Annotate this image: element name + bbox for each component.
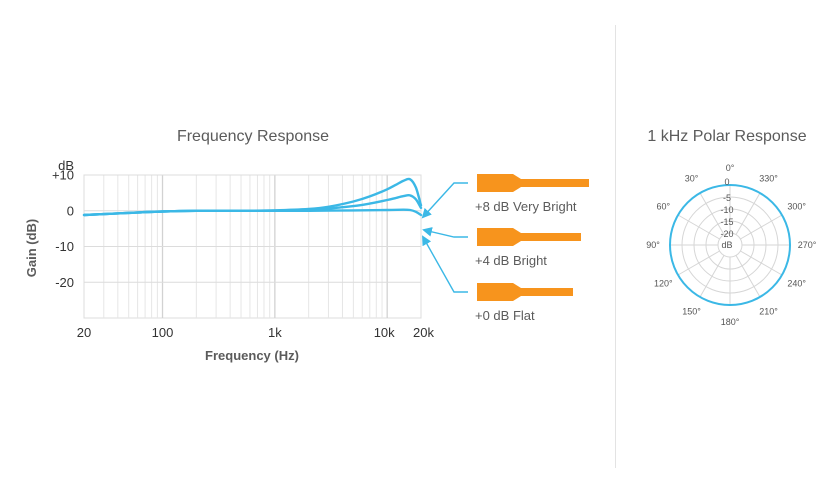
polar-radial-label: -5 [723, 193, 731, 203]
callout-label-1: +4 dB Bright [475, 253, 547, 268]
polar-spoke [699, 192, 725, 235]
polar-radial-label: -20 [720, 229, 733, 239]
freq-ylabel: Gain (dB) [24, 219, 39, 278]
polar-unit-label: dB [721, 240, 732, 250]
polar-angle-label: 0° [726, 163, 735, 173]
freq-lines [82, 177, 423, 217]
microphone-icon-0 [477, 174, 589, 192]
polar-angle-label: 300° [787, 202, 806, 212]
freq-ticks: 20 100 1k 10k 20k dB+10 0 -10 -20 [52, 158, 435, 340]
polar-angle-label: 30° [685, 173, 699, 183]
y-tick-label: 0 [67, 203, 74, 218]
callout-label-0: +8 dB Very Bright [475, 199, 577, 214]
polar-spoke [735, 192, 761, 235]
polar-title: 1 kHz Polar Response [647, 128, 806, 145]
y-tick-label: dB [58, 158, 74, 173]
freq-xlabel: Frequency (Hz) [205, 348, 299, 363]
polar-spoke [699, 255, 725, 298]
polar-spoke [735, 255, 761, 298]
polar-pattern [669, 184, 791, 306]
y-tick-label: -10 [55, 239, 74, 254]
polar-angle-label: 150° [682, 307, 701, 317]
polar-spoke [740, 250, 783, 276]
callouts: +8 dB Very Bright +4 dB Bright +0 dB Flat [421, 174, 589, 323]
x-tick-label: 1k [268, 325, 282, 340]
x-tick-label: 100 [152, 325, 174, 340]
polar-angle-label: 240° [787, 279, 806, 289]
x-tick-label: 10k [374, 325, 395, 340]
callout-arrow-1 [422, 227, 468, 238]
polar-spoke [740, 214, 783, 240]
y-tick-label: -20 [55, 275, 74, 290]
polar-angle-label: 60° [657, 202, 671, 212]
microphone-icon-2 [477, 283, 573, 301]
microphone-icon-1 [477, 228, 581, 246]
polar-angle-label: 180° [721, 317, 740, 327]
polar-radial-label: -15 [720, 217, 733, 227]
polar-radial-label: -10 [720, 205, 733, 215]
polar-angle-label: 210° [759, 307, 778, 317]
series-line-2 [82, 208, 423, 217]
polar-radial-label: 0 [724, 177, 729, 187]
polar-angle-label: 270° [798, 240, 817, 250]
x-tick-label: 20k [413, 325, 434, 340]
polar-plot: 0° 30° 60° 90° 120° 150° 180° 210° 240° 270° 300° 3… [646, 163, 817, 327]
x-tick-label: 20 [77, 325, 91, 340]
polar-angle-label: 120° [654, 279, 673, 289]
freq-title: Frequency Response [177, 128, 329, 145]
polar-spoke [677, 250, 720, 276]
callout-arrow-2 [422, 235, 468, 293]
polar-spoke [677, 214, 720, 240]
callout-arrow-0 [421, 182, 468, 219]
polar-angle-label: 330° [759, 173, 778, 183]
callout-label-2: +0 dB Flat [475, 308, 535, 323]
y-tick-label: +10 [52, 168, 74, 183]
polar-angle-label: 90° [646, 240, 660, 250]
